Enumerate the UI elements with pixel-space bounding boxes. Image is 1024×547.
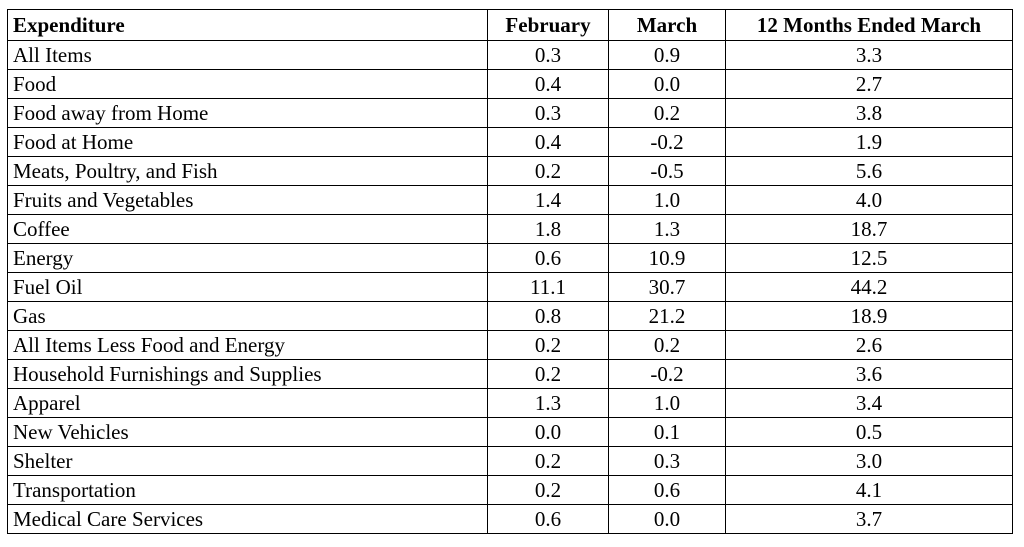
twelve-month-value: 4.0 [725, 185, 1013, 215]
expenditure-label: Food away from Home [7, 98, 488, 128]
twelve-month-value: 3.4 [725, 388, 1013, 418]
expenditure-label: Fuel Oil [7, 272, 488, 302]
table-row: Medical Care Services 0.6 0.0 3.7 [7, 504, 1013, 534]
twelve-month-value: 18.7 [725, 214, 1013, 244]
table-row: Energy 0.6 10.9 12.5 [7, 243, 1013, 273]
expenditure-label: Transportation [7, 475, 488, 505]
expenditure-label: All Items [7, 40, 488, 70]
february-value: 0.2 [487, 330, 609, 360]
column-header-12-months: 12 Months Ended March [725, 9, 1013, 41]
twelve-month-value: 2.7 [725, 69, 1013, 99]
february-value: 0.2 [487, 475, 609, 505]
february-value: 0.3 [487, 98, 609, 128]
march-value: 0.1 [608, 417, 726, 447]
expenditure-label: Coffee [7, 214, 488, 244]
expenditure-label: Gas [7, 301, 488, 331]
table-row: Food 0.4 0.0 2.7 [7, 69, 1013, 99]
march-value: 0.2 [608, 330, 726, 360]
expenditure-label: Fruits and Vegetables [7, 185, 488, 215]
twelve-month-value: 44.2 [725, 272, 1013, 302]
february-value: 0.2 [487, 446, 609, 476]
expenditure-label: New Vehicles [7, 417, 488, 447]
expenditure-label: Food at Home [7, 127, 488, 157]
march-value: 21.2 [608, 301, 726, 331]
table-row: Meats, Poultry, and Fish 0.2 -0.5 5.6 [7, 156, 1013, 186]
march-value: 10.9 [608, 243, 726, 273]
expenditure-label: Energy [7, 243, 488, 273]
table-row: Fruits and Vegetables 1.4 1.0 4.0 [7, 185, 1013, 215]
expenditure-label: All Items Less Food and Energy [7, 330, 488, 360]
march-value: 1.3 [608, 214, 726, 244]
expenditure-label: Household Furnishings and Supplies [7, 359, 488, 389]
expenditure-table: Expenditure February March 12 Months End… [7, 9, 1013, 534]
expenditure-label: Medical Care Services [7, 504, 488, 534]
column-header-march: March [608, 9, 726, 41]
twelve-month-value: 1.9 [725, 127, 1013, 157]
february-value: 0.2 [487, 156, 609, 186]
february-value: 0.0 [487, 417, 609, 447]
twelve-month-value: 3.8 [725, 98, 1013, 128]
march-value: 0.2 [608, 98, 726, 128]
march-value: 1.0 [608, 388, 726, 418]
twelve-month-value: 18.9 [725, 301, 1013, 331]
table-row: Shelter 0.2 0.3 3.0 [7, 446, 1013, 476]
table-row: Fuel Oil 11.1 30.7 44.2 [7, 272, 1013, 302]
march-value: -0.2 [608, 359, 726, 389]
table-row: Transportation 0.2 0.6 4.1 [7, 475, 1013, 505]
expenditure-label: Meats, Poultry, and Fish [7, 156, 488, 186]
twelve-month-value: 3.0 [725, 446, 1013, 476]
march-value: -0.2 [608, 127, 726, 157]
february-value: 0.4 [487, 127, 609, 157]
twelve-month-value: 12.5 [725, 243, 1013, 273]
february-value: 0.2 [487, 359, 609, 389]
february-value: 0.6 [487, 243, 609, 273]
twelve-month-value: 3.3 [725, 40, 1013, 70]
table-row: Household Furnishings and Supplies 0.2 -0.… [7, 359, 1013, 389]
table-row: New Vehicles 0.0 0.1 0.5 [7, 417, 1013, 447]
twelve-month-value: 3.6 [725, 359, 1013, 389]
column-header-expenditure: Expenditure [7, 9, 488, 41]
table-row: All Items 0.3 0.9 3.3 [7, 40, 1013, 70]
february-value: 0.3 [487, 40, 609, 70]
table-row: Food away from Home 0.3 0.2 3.8 [7, 98, 1013, 128]
twelve-month-value: 3.7 [725, 504, 1013, 534]
february-value: 0.8 [487, 301, 609, 331]
march-value: 0.0 [608, 504, 726, 534]
twelve-month-value: 0.5 [725, 417, 1013, 447]
expenditure-label: Shelter [7, 446, 488, 476]
march-value: 30.7 [608, 272, 726, 302]
february-value: 11.1 [487, 272, 609, 302]
march-value: 0.6 [608, 475, 726, 505]
table-row: Coffee 1.8 1.3 18.7 [7, 214, 1013, 244]
february-value: 0.6 [487, 504, 609, 534]
table-row: Food at Home 0.4 -0.2 1.9 [7, 127, 1013, 157]
february-value: 1.4 [487, 185, 609, 215]
table-body: All Items 0.3 0.9 3.3 Food 0.4 0.0 2.7 Food away… [7, 40, 1013, 534]
twelve-month-value: 2.6 [725, 330, 1013, 360]
march-value: 0.3 [608, 446, 726, 476]
march-value: 1.0 [608, 185, 726, 215]
column-header-february: February [487, 9, 609, 41]
march-value: 0.0 [608, 69, 726, 99]
february-value: 1.8 [487, 214, 609, 244]
expenditure-label: Apparel [7, 388, 488, 418]
twelve-month-value: 5.6 [725, 156, 1013, 186]
table-header-row: Expenditure February March 12 Months End… [7, 9, 1013, 41]
table-row: Gas 0.8 21.2 18.9 [7, 301, 1013, 331]
february-value: 1.3 [487, 388, 609, 418]
table-row: Apparel 1.3 1.0 3.4 [7, 388, 1013, 418]
february-value: 0.4 [487, 69, 609, 99]
expenditure-label: Food [7, 69, 488, 99]
march-value: 0.9 [608, 40, 726, 70]
march-value: -0.5 [608, 156, 726, 186]
table-row: All Items Less Food and Energy 0.2 0.2 2.6 [7, 330, 1013, 360]
twelve-month-value: 4.1 [725, 475, 1013, 505]
